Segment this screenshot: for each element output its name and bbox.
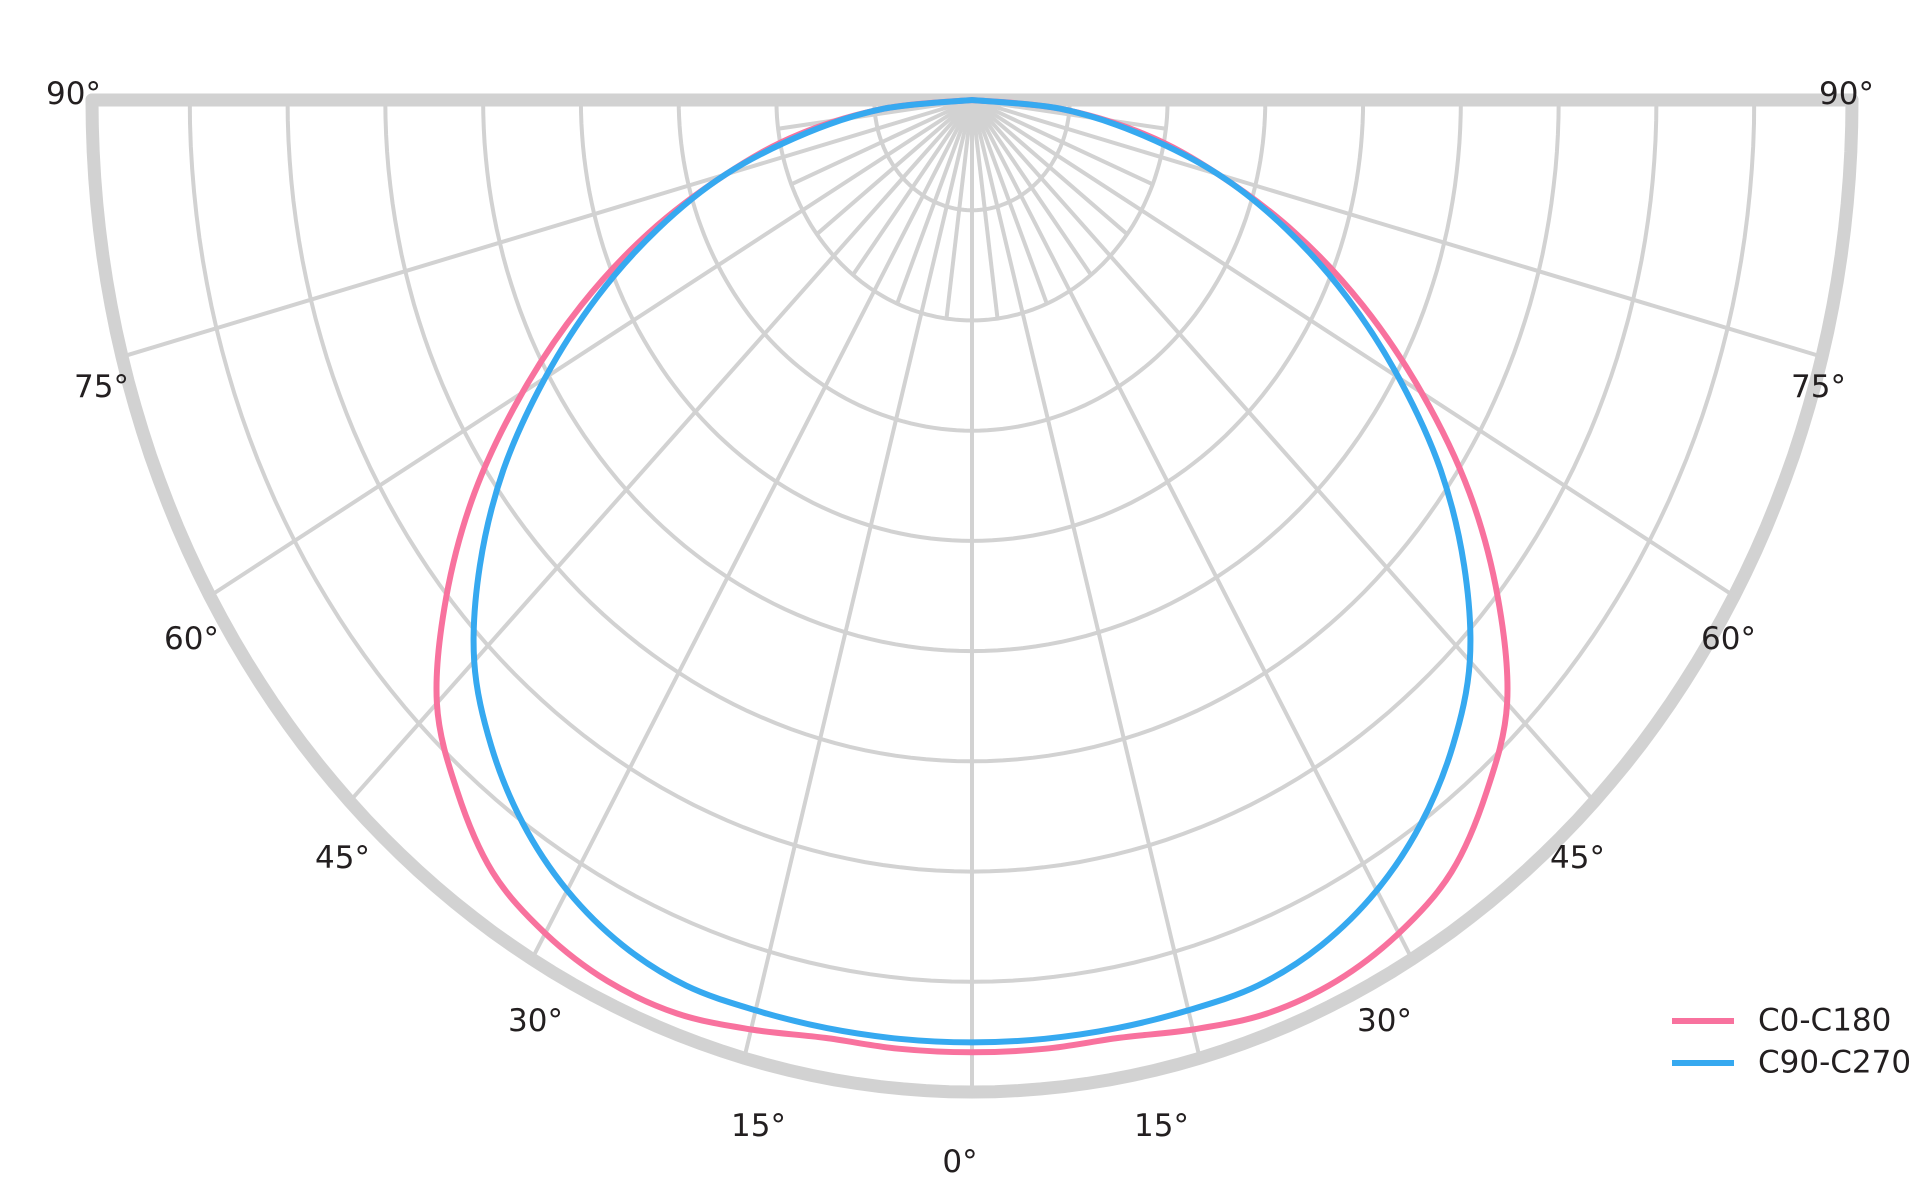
angular-grid-rays	[121, 98, 1823, 1092]
outer-arc	[85, 93, 1859, 1099]
grid-ray-30	[970, 99, 1414, 961]
angle-label-0-center: 0°	[942, 1144, 977, 1177]
angle-label-right-5: 15°	[1134, 1108, 1189, 1144]
grid-minor-ray	[790, 98, 973, 187]
legend-label-1: C90-C270	[1758, 1045, 1911, 1081]
grid-ray-minus-15	[742, 99, 974, 1059]
grid-ray-45	[970, 98, 1596, 803]
grid-minor-ray	[970, 98, 1129, 236]
grid-minor-ray	[970, 99, 1000, 319]
grid-minor-ray	[815, 98, 974, 236]
grid-minor-ray	[944, 99, 974, 319]
angle-label-right-3: 45°	[1550, 840, 1605, 876]
angle-label-right-0: 90°	[1819, 76, 1874, 112]
chart-legend: C0-C180 C90-C270	[1672, 1003, 1911, 1081]
angle-labels-left: 90° 75° 60° 45° 30° 15°	[46, 76, 786, 1144]
angle-label-left-1: 75°	[74, 369, 129, 405]
series-curve-1	[470, 97, 1474, 1046]
grid-minor-ray	[851, 98, 974, 277]
angle-labels-right: 90° 75° 60° 45° 30° 15°	[1134, 76, 1874, 1144]
angle-label-left-3: 45°	[315, 840, 370, 876]
grid-ray-60	[970, 98, 1736, 598]
grid-minor-ray	[970, 99, 1049, 305]
grid-minor-ray	[895, 99, 974, 305]
angle-label-left-0: 90°	[46, 76, 101, 112]
grid-ray-75	[971, 98, 1823, 359]
grid-ray-minus-45	[348, 98, 974, 803]
grid-ray-minus-60	[208, 98, 974, 598]
grid-minor-ray	[971, 98, 1154, 187]
grid-ray-15	[970, 99, 1202, 1059]
angle-label-right-2: 60°	[1701, 621, 1756, 657]
grid-ray-minus-75	[121, 98, 973, 359]
angle-label-right-1: 75°	[1791, 369, 1846, 405]
grid-ray-minus-30	[530, 99, 974, 961]
angle-label-left-5: 15°	[731, 1108, 786, 1144]
series-curves	[433, 97, 1511, 1056]
legend-label-0: C0-C180	[1758, 1003, 1891, 1039]
series-curve-0	[433, 97, 1511, 1056]
grid-minor-ray	[970, 98, 1093, 277]
angle-label-left-4: 30°	[508, 1003, 563, 1039]
angle-label-right-4: 30°	[1357, 1003, 1412, 1039]
angle-label-left-2: 60°	[164, 621, 219, 657]
